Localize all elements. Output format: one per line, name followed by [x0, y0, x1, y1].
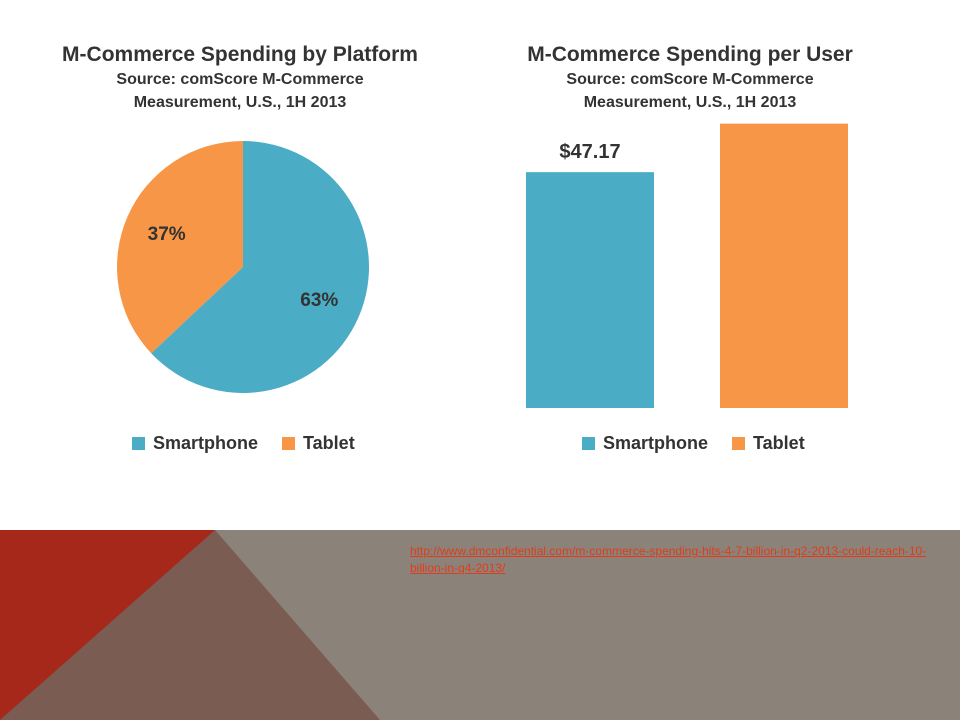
- pie-legend-swatch-tablet: [282, 437, 296, 450]
- pie-slice-smartphone: [151, 141, 369, 393]
- bar-legend: Smartphone Tablet: [582, 433, 829, 454]
- pie-data-label-smartphone: 63%: [300, 290, 338, 311]
- footer-band: [0, 530, 960, 720]
- pie-slice-tablet: [116, 141, 243, 354]
- bar-subtitle-line-2: Measurement, U.S., 1H 2013: [583, 94, 797, 111]
- bar-smartphone: [526, 172, 654, 408]
- bar-legend-label-tablet: Tablet: [753, 433, 805, 453]
- bar-legend-item-smartphone: Smartphone: [582, 433, 708, 454]
- pie-chart: 63% 37%: [116, 141, 369, 393]
- bar-title-text: M-Commerce Spending per User: [527, 43, 853, 66]
- pie-chart-title: M-Commerce Spending by Platform Source: …: [40, 42, 440, 114]
- pie-legend-label-tablet: Tablet: [303, 433, 355, 453]
- pie-title-text: M-Commerce Spending by Platform: [62, 43, 418, 66]
- bar-legend-swatch-tablet: [732, 437, 746, 450]
- bar-subtitle-line-1: Source: comScore M-Commerce: [566, 71, 814, 88]
- bar-legend-item-tablet: Tablet: [732, 433, 805, 454]
- pie-subtitle-line-2: Measurement, U.S., 1H 2013: [133, 94, 347, 111]
- bar-data-label-smartphone: $47.17: [559, 141, 620, 163]
- footer-decoration: [0, 530, 380, 720]
- pie-legend-swatch-smartphone: [132, 437, 145, 450]
- pie-legend-item-smartphone: Smartphone: [132, 433, 258, 454]
- pie-data-label-tablet: 37%: [148, 224, 186, 245]
- bar-legend-swatch-smartphone: [582, 437, 595, 450]
- footer-red-triangle: [0, 530, 215, 720]
- bar-chart: $47.17$56.87: [526, 123, 848, 409]
- bar-legend-label-smartphone: Smartphone: [603, 433, 709, 453]
- pie-legend: Smartphone Tablet: [132, 433, 379, 454]
- bar-chart-title: M-Commerce Spending per User Source: com…: [500, 42, 880, 114]
- source-link[interactable]: http://www.dmconfidential.com/m-commerce…: [410, 544, 927, 575]
- pie-legend-item-tablet: Tablet: [282, 433, 355, 454]
- pie-legend-label-smartphone: Smartphone: [153, 433, 259, 453]
- bar-tablet: [720, 123, 848, 409]
- pie-subtitle-line-1: Source: comScore M-Commerce: [116, 71, 364, 88]
